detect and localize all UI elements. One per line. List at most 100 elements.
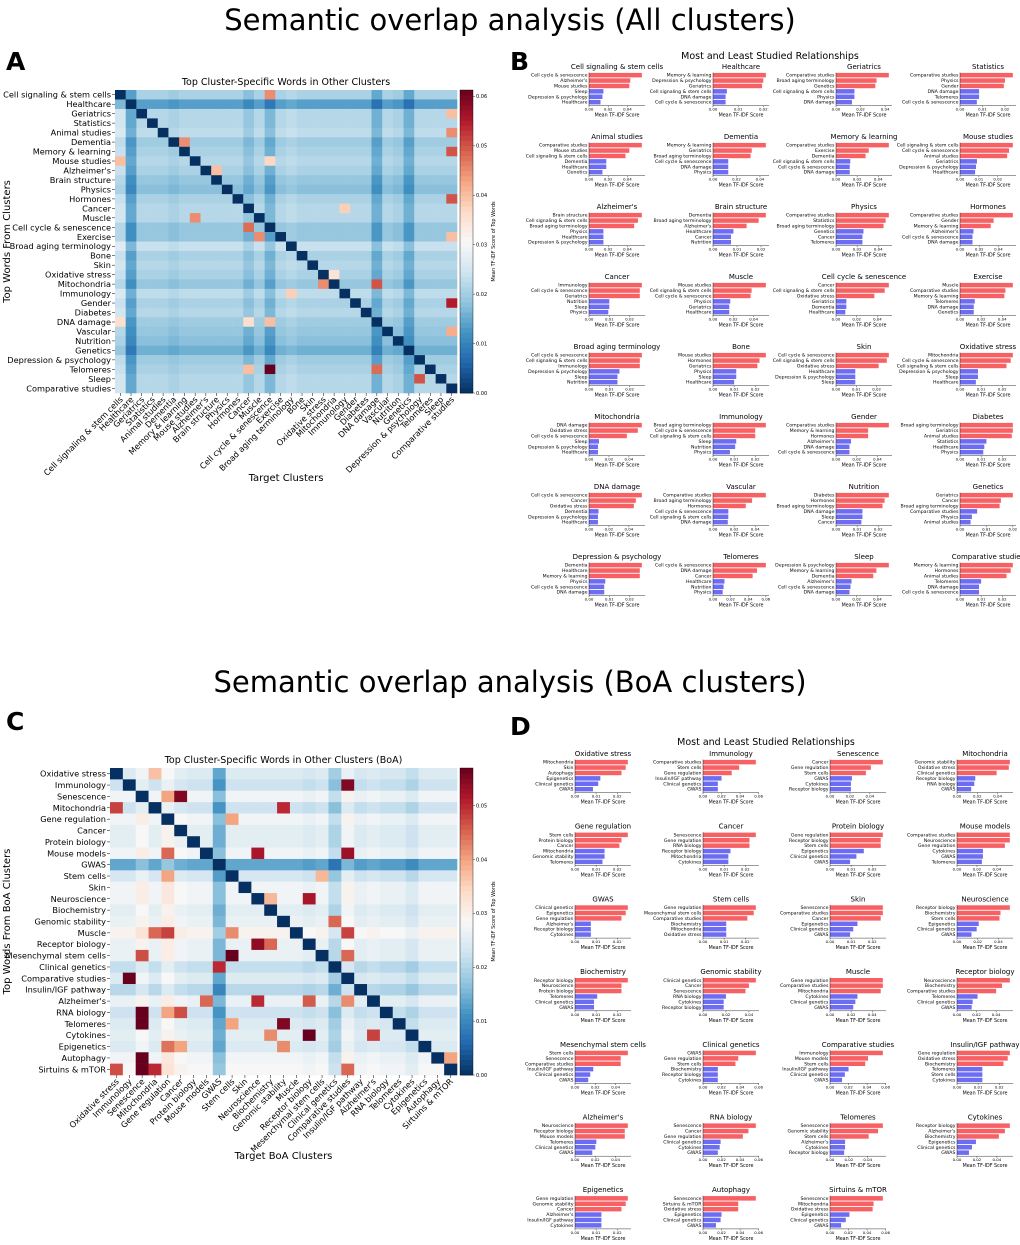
heatmap-cell: [148, 790, 162, 803]
x-axis-label: Mean TF-IDF Score: [842, 393, 887, 399]
least-studied-bar: [589, 229, 604, 234]
least-studied-bar: [575, 848, 605, 854]
heatmap-cell: [289, 984, 304, 996]
heatmap-cell: [392, 1052, 406, 1064]
heatmap-cell: [307, 241, 319, 252]
heatmap-cell: [350, 383, 362, 394]
heatmap-cell: [200, 317, 212, 328]
colorbar-tick-label: 0.01: [476, 341, 487, 347]
bar-label: Cell signaling & stem cells: [650, 514, 712, 520]
heatmap-cell: [174, 836, 188, 848]
bar-panel-title: Comparative studies: [952, 553, 1020, 561]
heatmap-cell: [221, 232, 233, 242]
heatmap-cell: [392, 813, 406, 826]
heatmap-cell: [339, 232, 351, 242]
heatmap-cell: [211, 232, 223, 242]
heatmap-cell: [307, 317, 319, 328]
heatmap-cell: [307, 194, 319, 204]
heatmap-cell: [199, 927, 214, 939]
heatmap-cell: [392, 298, 404, 309]
heatmap-cell: [339, 374, 351, 384]
most-studied-bar: [713, 223, 747, 229]
bar-panel-title: Skin: [851, 895, 866, 903]
heatmap-cell: [189, 250, 201, 261]
heatmap-cell: [232, 137, 244, 148]
bar-label: Mouse studies: [678, 353, 712, 359]
least-studied-bar: [589, 584, 605, 589]
bar-label: Oxidative stress: [918, 1056, 956, 1062]
heatmap-cell: [161, 1052, 175, 1064]
y-tick-label: Physics: [81, 184, 111, 194]
heatmap-cell: [435, 241, 447, 252]
heatmap-cell: [315, 915, 329, 928]
heatmap-cell: [122, 768, 136, 780]
y-tick-label: Exercise: [77, 232, 111, 242]
heatmap-cell: [125, 260, 137, 271]
heatmap-cell: [328, 927, 342, 939]
heatmap-cell: [157, 137, 169, 148]
heatmap-cell: [379, 1006, 394, 1019]
heatmap-cell: [221, 250, 233, 261]
heatmap-cell: [225, 836, 239, 848]
colorbar-segment: [460, 906, 473, 912]
least-studied-bar: [960, 159, 977, 164]
heatmap-cell: [211, 269, 223, 280]
heatmap-cell: [403, 118, 415, 129]
bar-label: Stem cells: [931, 916, 956, 922]
most-studied-bar: [830, 838, 881, 843]
x-tick-label: 0.02: [613, 1230, 622, 1235]
x-tick-label: 0.00: [585, 317, 594, 322]
heatmap-cell: [405, 802, 419, 814]
heatmap-cell: [147, 250, 159, 261]
heatmap-cell: [444, 1006, 458, 1019]
y-tick-label: Healthcare: [66, 99, 111, 109]
heatmap-cell: [115, 336, 126, 346]
least-studied-bar: [713, 444, 736, 449]
least-studied-bar: [713, 89, 727, 94]
colorbar-segment: [460, 921, 473, 928]
heatmap-cell: [341, 995, 355, 1008]
heatmap-cell: [318, 127, 330, 138]
bar-label: Receptor biology: [916, 776, 956, 782]
heatmap-cell: [367, 927, 381, 939]
least-studied-bar: [957, 1145, 972, 1150]
heatmap-cell: [275, 194, 287, 204]
heatmap-cell: [212, 1029, 226, 1042]
x-tick-label: 0.02: [751, 457, 760, 462]
x-tick-label: 0.01: [592, 866, 601, 871]
heatmap-cell: [367, 1040, 381, 1053]
least-studied-bar: [960, 439, 987, 444]
x-tick-label: 0.02: [852, 597, 861, 602]
bar-label: Healthcare: [686, 380, 712, 386]
heatmap-cell: [302, 847, 316, 860]
bar-label: Cancer: [818, 520, 835, 526]
heatmap-cell: [392, 364, 404, 375]
heatmap-cell: [405, 972, 419, 985]
heatmap-cell: [328, 949, 342, 962]
heatmap-cell: [212, 847, 226, 860]
heatmap-cell: [135, 790, 149, 803]
heatmap-cell: [289, 961, 304, 973]
colorbar-segment: [460, 783, 473, 789]
heatmap-cell: [431, 904, 445, 917]
heatmap-cell: [418, 847, 432, 860]
x-tick-label: 0.00: [585, 177, 594, 182]
heatmap-cell: [148, 904, 162, 917]
bar-label: Receptor biology: [916, 905, 956, 911]
heatmap-cell: [253, 213, 265, 223]
heatmap-cell: [174, 824, 188, 837]
least-studied-bar: [830, 781, 851, 786]
y-tick-label: Mitochondria: [58, 279, 111, 289]
least-studied-bar: [589, 99, 601, 105]
heatmap-cell: [200, 241, 212, 252]
bar-label: Receptor biology: [534, 1129, 574, 1135]
heatmap-cell: [392, 345, 404, 356]
heatmap-cell: [122, 802, 136, 814]
heatmap-cell: [339, 279, 351, 290]
heatmap-cell: [243, 156, 255, 167]
heatmap-cell: [350, 336, 362, 346]
heatmap-cell: [174, 881, 188, 894]
most-studied-bar: [575, 1196, 628, 1201]
